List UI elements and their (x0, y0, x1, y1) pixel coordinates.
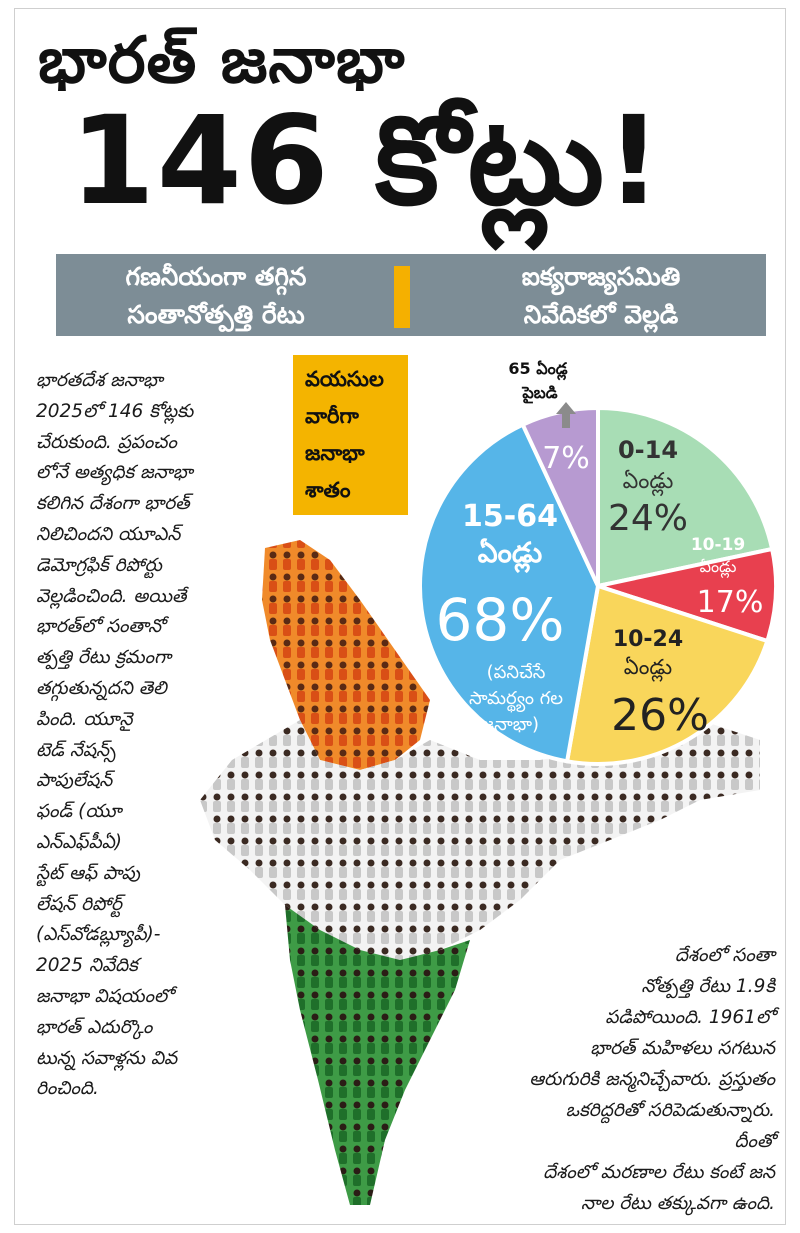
map-green-region (285, 905, 470, 1205)
left-line: పాపులేషన్ (36, 770, 113, 792)
right-line: ఒకరిద్దరితో సరిపెడుతున్నారు. దీంతో (565, 1100, 775, 1152)
subhead-left-line1: గణనీయంగా తగ్గిన (125, 262, 307, 291)
left-line: భారతదేశ జనాభా (36, 370, 163, 391)
chart-title-line4: శాతం (305, 478, 351, 502)
right-line: ఆరుగురికి జన్మనిచ్చేవారు. ప్రస్తుతం (529, 1069, 775, 1090)
left-line: ఫండ్ (యూ (36, 801, 122, 823)
left-line: త్పత్తి రేటు క్రమంగా (36, 647, 172, 669)
left-line: రించింది. (36, 1078, 99, 1100)
subhead-right: ఐక్యరాజ్యసమితి నివేదికలో వెల్లడి (436, 258, 766, 334)
left-line: చేరుకుంది. ప్రపంచం (36, 431, 177, 453)
right-line: దేశంలో సంతా (674, 945, 775, 966)
left-line: (ఎస్‌వోడబ్ల్యూపీ)- (36, 924, 161, 946)
left-line: భారత్ ఎదుర్కొం (36, 1016, 153, 1038)
left-line: టున్న సవాళ్లను వివ (36, 1047, 178, 1069)
chart-title-box: వయసుల వారీగా జనాభా శాతం (293, 355, 408, 515)
right-line: పడిపోయింది. 1961లో (605, 1007, 775, 1028)
left-line: 2025 నివేదిక (36, 955, 138, 977)
subhead-left-line2: సంతానోత్పత్తి రేటు (127, 300, 305, 329)
left-line: స్టేట్ ఆఫ్ పాపు (36, 862, 140, 884)
left-line: భారత్‌లో సంతానో (36, 616, 165, 638)
subhead-band: గణనీయంగా తగ్గిన సంతానోత్పత్తి రేటు ఐక్యర… (56, 254, 766, 336)
left-line: లేషన్ రిపోర్ట్ (36, 893, 122, 915)
page-frame (14, 8, 786, 1225)
right-line: నాల రేటు తక్కువగా ఉంది. (580, 1193, 775, 1214)
left-line: నిలిచిందని యూఎన్ (36, 523, 181, 545)
right-line: భారత్ మహిళలు సగటున (590, 1038, 775, 1059)
right-line: దేశంలో మరణాల రేటు కంటే జన (543, 1162, 775, 1183)
left-line: ఎన్‌ఎఫ్‌పీఏ) (36, 831, 122, 853)
subhead-left: గణనీయంగా తగ్గిన సంతానోత్పత్తి రేటు (56, 258, 376, 334)
left-line: తగ్గుతున్నదని తెలి (36, 677, 167, 699)
subhead-divider (394, 266, 410, 328)
headline-line1: భారత్ జనాభా (38, 24, 406, 98)
left-line: వెల్లడించింది. అయితే (36, 585, 187, 607)
left-line: టెడ్ నేషన్స్ (36, 739, 116, 761)
map-saffron-region (262, 540, 430, 770)
left-line: పింది. యూనై (36, 708, 133, 730)
left-line: లోనే అత్యధిక జనాభా (36, 462, 193, 484)
left-line: 2025లో 146 కోట్లకు (36, 400, 194, 422)
left-line: జనాభా విషయంలో (36, 985, 174, 1007)
right-article-column: దేశంలో సంతా నోత్పత్తి రేటు 1.9కి పడిపోయి… (520, 940, 775, 1219)
right-line: నోత్పత్తి రేటు 1.9కి (641, 976, 775, 997)
left-line: కలిగిన దేశంగా భారత్ (36, 493, 190, 515)
left-article-column: భారతదేశ జనాభా 2025లో 146 కోట్లకు చేరుకుం… (36, 366, 258, 1105)
chart-title-line1: వయసుల (305, 367, 384, 391)
chart-title-line2: వారీగా (305, 404, 359, 428)
left-line: డెమోగ్రఫిక్ రిపోర్టు (36, 554, 162, 576)
subhead-right-line2: నివేదికలో వెల్లడి (523, 300, 679, 329)
subhead-right-line1: ఐక్యరాజ్యసమితి (521, 262, 681, 291)
headline-line2: 146 కోట్లు! (70, 90, 664, 232)
chart-title-line3: జనాభా (305, 441, 365, 465)
map-white-region (200, 720, 760, 960)
